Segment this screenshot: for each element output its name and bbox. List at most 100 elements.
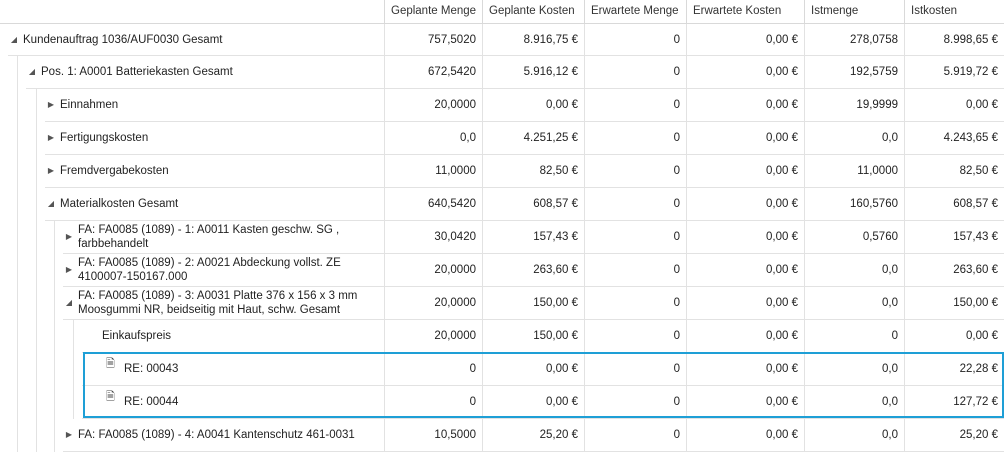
value-cell: 25,20 € — [904, 419, 1004, 452]
column-header[interactable]: Geplante Menge — [384, 0, 482, 23]
collapsed-triangle-icon[interactable]: ▶ — [65, 265, 73, 274]
row-label-cell: ▶ FA: FA0085 (1089) - 4: A0041 Kantenschu… — [63, 419, 384, 452]
value-cell: 278,0758 — [804, 24, 904, 56]
tree-row[interactable]: ▶ FA: FA0085 (1089) - 4: A0041 Kantenschu… — [0, 419, 1004, 452]
tree-row[interactable]: ▶ Fremdvergabekosten 11,0000 82,50 €0 0,00 €… — [0, 155, 1004, 188]
tree-row[interactable]: ◢ Kundenauftrag 1036/AUF0030 Gesamt 757,50… — [0, 24, 1004, 56]
row-label-cell: ▶ Einnahmen — [45, 89, 384, 122]
value-cell: 0,00 € — [686, 221, 804, 254]
value-cell: 10,5000 — [384, 419, 482, 452]
row-label: Materialkosten Gesamt — [60, 198, 179, 210]
collapsed-triangle-icon[interactable]: ▶ — [47, 166, 55, 175]
row-label: FA: FA0085 (1089) - 4: A0041 Kantenschut… — [78, 429, 355, 441]
indent-guide — [0, 155, 18, 188]
value-cell: 5.916,12 € — [482, 56, 584, 89]
column-header[interactable]: Erwartete Kosten — [686, 0, 804, 23]
collapsed-triangle-icon[interactable]: ▶ — [47, 100, 55, 109]
indent-guide — [18, 221, 37, 254]
expanded-triangle-icon[interactable]: ◢ — [10, 34, 18, 44]
value-cell: 25,20 € — [482, 419, 584, 452]
value-cell: 0 — [584, 122, 686, 155]
row-label: Einnahmen — [60, 99, 119, 111]
expanded-triangle-icon[interactable]: ◢ — [47, 199, 55, 208]
value-cell: 0,00 € — [686, 155, 804, 188]
value-cell: 263,60 € — [482, 254, 584, 287]
indent-guide — [37, 221, 55, 254]
collapsed-triangle-icon[interactable]: ▶ — [65, 232, 73, 241]
tree-row[interactable]: ▶ FA: FA0085 (1089) - 2: A0021 Abdeckung … — [0, 254, 1004, 287]
row-label-cell: 🗎 RE: 00044 — [82, 386, 384, 419]
value-cell: 0 — [584, 89, 686, 122]
indent-guide — [37, 386, 55, 419]
value-cell: 0,0 — [804, 287, 904, 320]
value-cell: 30,0420 — [384, 221, 482, 254]
column-header[interactable]: Geplante Kosten — [482, 0, 584, 23]
tree-row[interactable]: ▶ Fertigungskosten 0,0 4.251,25 €0 0,00 €0,0… — [0, 122, 1004, 155]
value-cell: 5.919,72 € — [904, 56, 1004, 89]
tree-row[interactable]: ◢ Materialkosten Gesamt 640,5420 608,57 €0 0… — [0, 188, 1004, 221]
indent-guide — [18, 254, 37, 287]
value-cell: 0 — [584, 353, 686, 386]
row-label-cell: Einkaufspreis — [82, 320, 384, 353]
indent-guide — [0, 419, 18, 452]
tree-row[interactable]: 🗎 RE: 00044 0 0,00 €0 0,00 €0,0 127,72 € — [0, 386, 1004, 419]
value-cell: 160,5760 — [804, 188, 904, 221]
row-label: RE: 00043 — [124, 363, 179, 375]
indent-guide — [18, 287, 37, 320]
indent-guide — [55, 386, 74, 419]
value-cell: 20,0000 — [384, 89, 482, 122]
tree-row[interactable]: Einkaufspreis 20,0000 150,00 €0 0,00 €0 0,00… — [0, 320, 1004, 353]
column-header[interactable]: Erwartete Menge — [584, 0, 686, 23]
value-cell: 672,5420 — [384, 56, 482, 89]
value-cell: 757,5020 — [384, 24, 482, 56]
indent-guide — [0, 221, 18, 254]
value-cell: 0,00 € — [686, 419, 804, 452]
row-label: FA: FA0085 (1089) - 2: A0021 Abdeckung v… — [78, 257, 341, 283]
value-cell: 0,00 € — [482, 353, 584, 386]
value-cell: 0,00 € — [686, 122, 804, 155]
row-label: Kundenauftrag 1036/AUF0030 Gesamt — [23, 33, 223, 46]
value-cell: 19,9999 — [804, 89, 904, 122]
column-header[interactable]: Istkosten — [904, 0, 1004, 23]
indent-guide — [37, 419, 55, 452]
value-cell: 0,00 € — [904, 89, 1004, 122]
row-label: Fertigungskosten — [60, 132, 149, 144]
value-cell: 0,5760 — [804, 221, 904, 254]
row-label: Einkaufspreis — [102, 330, 172, 342]
value-cell: 0 — [584, 24, 686, 56]
collapsed-triangle-icon[interactable]: ▶ — [65, 430, 73, 439]
value-cell: 0,00 € — [686, 188, 804, 221]
value-cell: 82,50 € — [904, 155, 1004, 188]
indent-guide — [37, 353, 55, 386]
indent-guide — [0, 287, 18, 320]
indent-guide — [18, 155, 37, 188]
collapsed-triangle-icon[interactable]: ▶ — [47, 133, 55, 142]
tree-row[interactable]: 🗎 RE: 00043 0 0,00 €0 0,00 €0,0 22,28 € — [0, 353, 1004, 386]
value-cell: 20,0000 — [384, 287, 482, 320]
row-label: RE: 00044 — [124, 396, 179, 408]
indent-guide — [37, 254, 55, 287]
value-cell: 150,00 € — [904, 287, 1004, 320]
indent-guide — [18, 419, 37, 452]
tree-row[interactable]: ◢ FA: FA0085 (1089) - 3: A0031 Platte 376… — [0, 287, 1004, 320]
value-cell: 192,5759 — [804, 56, 904, 89]
value-cell: 20,0000 — [384, 320, 482, 353]
column-header[interactable]: Istmenge — [804, 0, 904, 23]
tree-row[interactable]: ▶ FA: FA0085 (1089) - 1: A0011 Kasten ges… — [0, 221, 1004, 254]
value-cell: 0,00 € — [482, 386, 584, 419]
expanded-triangle-icon[interactable]: ◢ — [65, 298, 73, 307]
row-label: Pos. 1: A0001 Batteriekasten Gesamt — [41, 66, 233, 78]
value-cell: 0,00 € — [482, 89, 584, 122]
indent-guide — [18, 89, 37, 122]
document-icon: 🗎 — [106, 358, 115, 370]
tree-row[interactable]: ▶ Einnahmen 20,0000 0,00 €0 0,00 €19,9999 0,0… — [0, 89, 1004, 122]
indent-guide — [18, 386, 37, 419]
value-cell: 150,00 € — [482, 287, 584, 320]
value-cell: 0,00 € — [686, 353, 804, 386]
tree-row[interactable]: ◢ Pos. 1: A0001 Batteriekasten Gesamt 672,… — [0, 56, 1004, 89]
value-cell: 0,0 — [804, 386, 904, 419]
expanded-triangle-icon[interactable]: ◢ — [28, 67, 36, 76]
indent-guide — [18, 122, 37, 155]
row-label: Fremdvergabekosten — [60, 165, 169, 177]
